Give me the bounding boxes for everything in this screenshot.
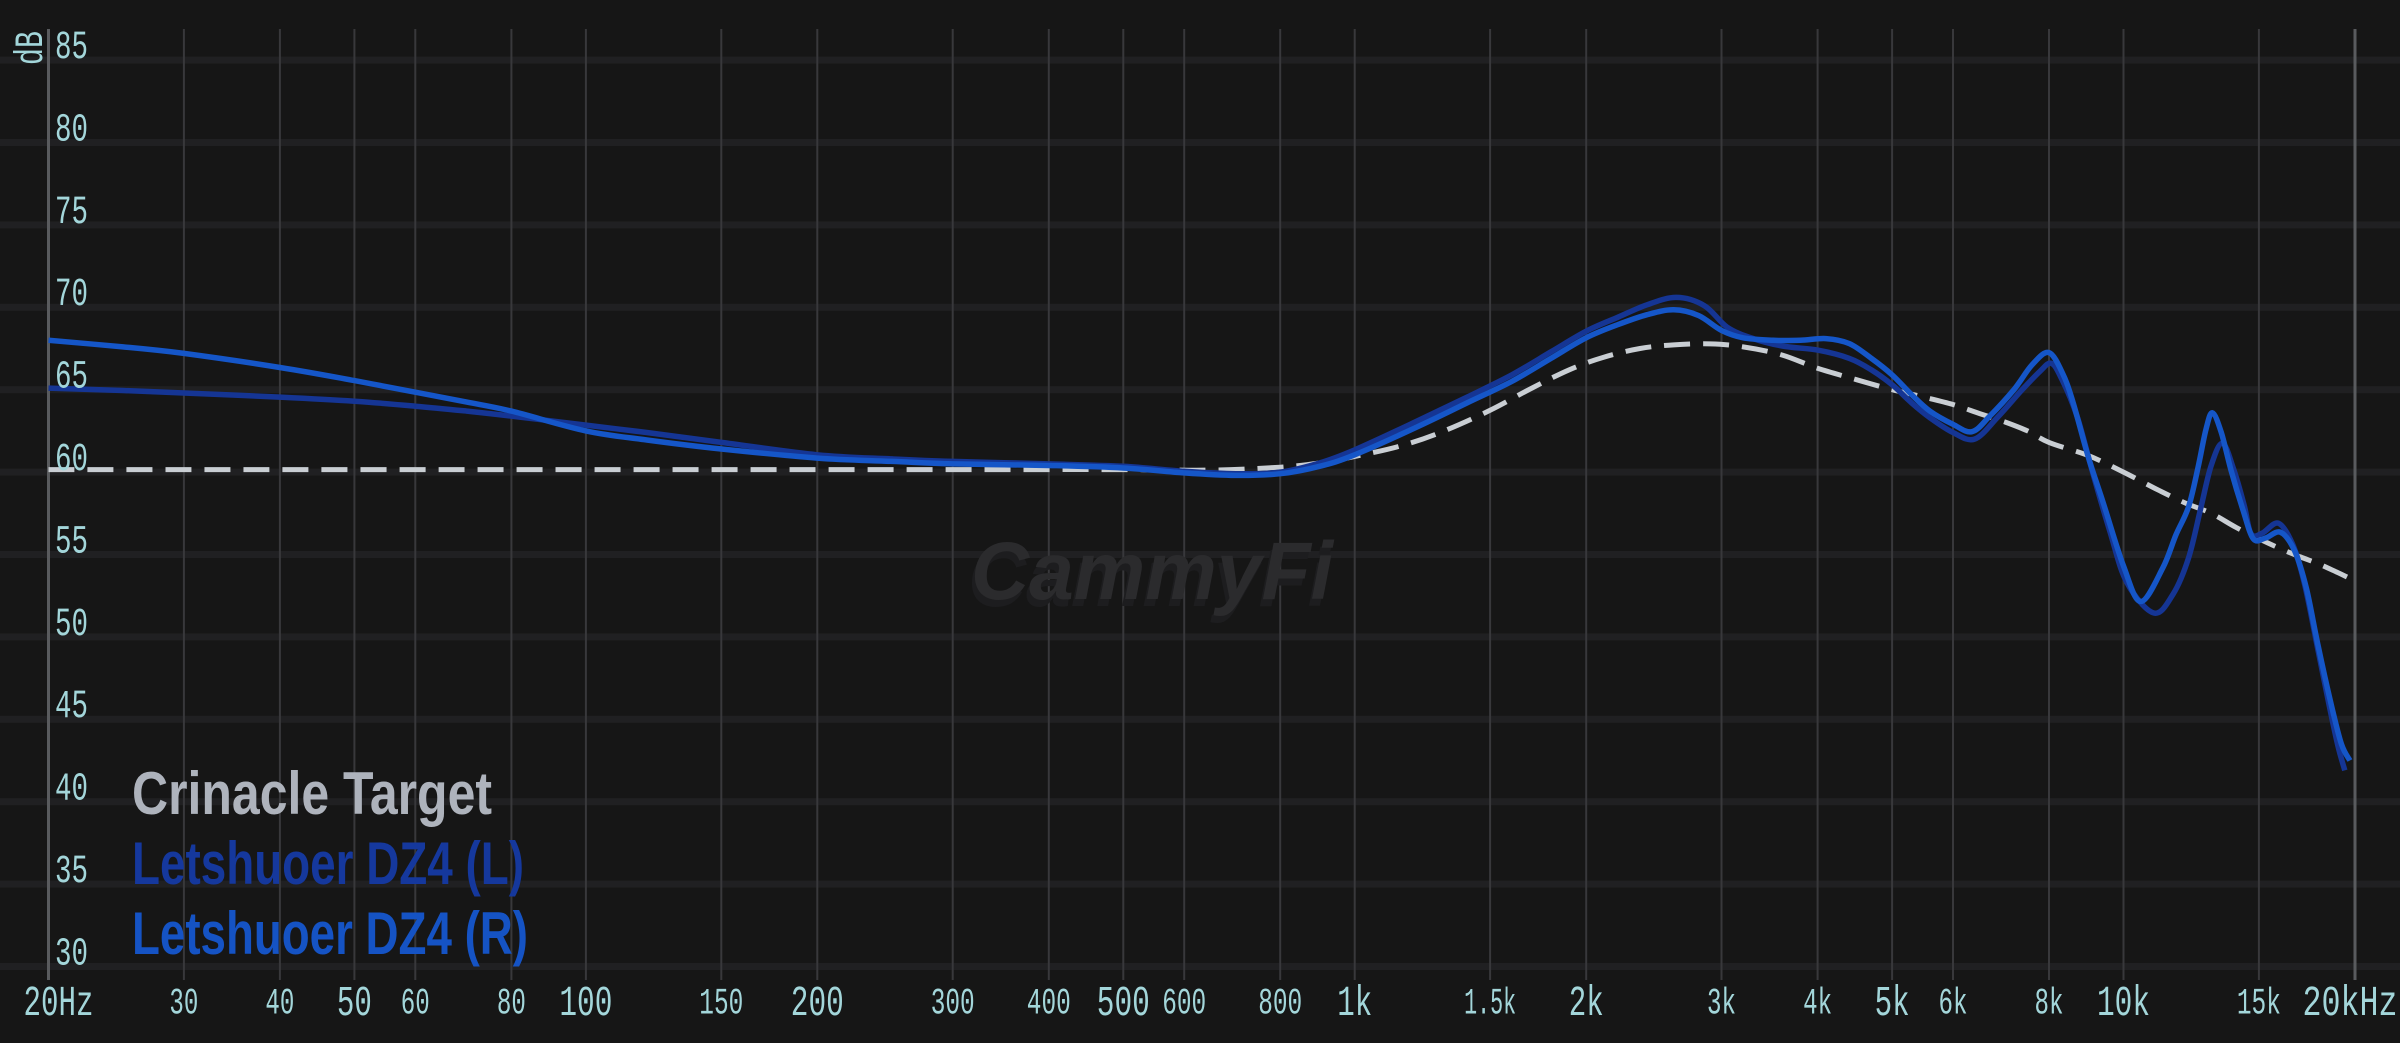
svg-text:600: 600 (1162, 984, 1206, 1026)
svg-text:300: 300 (931, 984, 975, 1026)
svg-text:5k: 5k (1875, 980, 1910, 1028)
svg-text:70: 70 (55, 273, 88, 318)
svg-text:60: 60 (401, 984, 430, 1026)
svg-text:CammyFi: CammyFi (968, 533, 1332, 624)
svg-text:500: 500 (1097, 980, 1150, 1028)
svg-text:75: 75 (55, 191, 88, 236)
svg-text:35: 35 (55, 850, 88, 895)
svg-text:Letshuoer DZ4 (R): Letshuoer DZ4 (R) (132, 900, 528, 967)
svg-text:CammyFi: CammyFi (971, 526, 1335, 617)
svg-text:20kHz: 20kHz (2303, 980, 2398, 1028)
svg-text:40: 40 (265, 984, 294, 1026)
svg-text:80: 80 (497, 984, 526, 1026)
svg-text:40: 40 (55, 768, 88, 813)
svg-text:Letshuoer DZ4 (L): Letshuoer DZ4 (L) (132, 830, 524, 897)
svg-text:Crinacle Target: Crinacle Target (132, 760, 492, 827)
svg-text:dB: dB (10, 31, 55, 65)
svg-text:85: 85 (55, 26, 88, 71)
svg-text:3k: 3k (1707, 984, 1736, 1026)
svg-text:50: 50 (55, 603, 88, 648)
svg-text:400: 400 (1027, 984, 1071, 1026)
svg-text:1k: 1k (1337, 980, 1372, 1028)
svg-text:20Hz: 20Hz (24, 980, 94, 1028)
svg-text:45: 45 (55, 685, 88, 730)
svg-text:30: 30 (169, 984, 198, 1026)
svg-text:30: 30 (55, 932, 88, 977)
svg-text:6k: 6k (1939, 984, 1968, 1026)
svg-text:80: 80 (55, 108, 88, 153)
svg-text:60: 60 (55, 438, 88, 483)
svg-text:200: 200 (791, 980, 844, 1028)
svg-text:50: 50 (337, 980, 372, 1028)
svg-text:1.5k: 1.5k (1464, 984, 1516, 1026)
svg-text:150: 150 (699, 984, 743, 1026)
svg-text:100: 100 (559, 980, 612, 1028)
svg-text:8k: 8k (2035, 984, 2064, 1026)
svg-text:4k: 4k (1803, 984, 1832, 1026)
svg-text:65: 65 (55, 356, 88, 401)
svg-text:800: 800 (1258, 984, 1302, 1026)
svg-text:2k: 2k (1569, 980, 1604, 1028)
svg-text:55: 55 (55, 520, 88, 565)
svg-text:15k: 15k (2237, 984, 2281, 1026)
svg-text:10k: 10k (2097, 980, 2150, 1028)
